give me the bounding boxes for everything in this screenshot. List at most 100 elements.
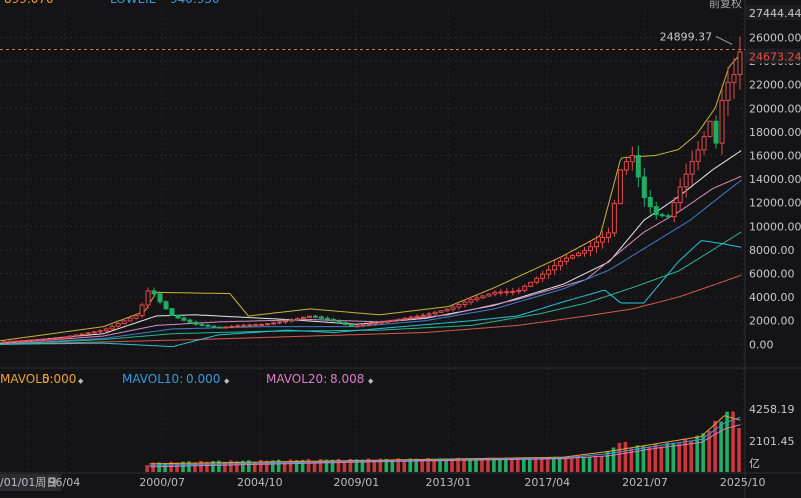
candle-body[interactable] [671,202,677,218]
candle-body[interactable] [61,336,67,339]
candle-body[interactable] [133,315,139,319]
volume-bar[interactable] [199,460,203,472]
volume-bar[interactable] [492,458,496,472]
candle-body[interactable] [599,237,605,243]
candle-body[interactable] [623,161,629,171]
volume-bar[interactable] [432,459,436,472]
candle-body[interactable] [306,315,312,318]
candle-body[interactable] [20,340,26,343]
candle-body[interactable] [498,291,504,294]
candle-body[interactable] [181,317,187,321]
candle-body[interactable] [175,314,181,319]
candle-body[interactable] [546,269,552,275]
candle-body[interactable] [103,328,109,332]
candle-body[interactable] [558,260,564,267]
volume-bar[interactable] [474,458,478,472]
candle-body[interactable] [486,293,492,297]
candle-body[interactable] [277,321,283,324]
candle-body[interactable] [564,257,570,262]
candle-body[interactable] [85,332,91,335]
volume-bar[interactable] [629,448,634,472]
candle-body[interactable] [725,81,731,101]
volume-bar[interactable] [157,462,161,472]
candle-body[interactable] [540,273,546,279]
candle-body[interactable] [438,310,444,313]
volume-bar[interactable] [527,457,532,472]
candle-body[interactable] [677,186,683,204]
volume-bar[interactable] [294,460,299,472]
volume-bar[interactable] [181,461,185,472]
volume-bar[interactable] [420,459,424,472]
candle-body[interactable] [235,325,241,328]
candle-body[interactable] [318,316,324,319]
volume-bar[interactable] [438,458,442,472]
volume-bar[interactable] [366,458,371,472]
candle-body[interactable] [253,324,259,327]
candle-body[interactable] [516,289,522,292]
candle-body[interactable] [372,322,378,325]
volume-bar[interactable] [521,458,526,472]
volume-bar[interactable] [235,461,239,472]
volume-bar[interactable] [486,457,490,472]
candle-body[interactable] [211,325,217,328]
volume-bar[interactable] [707,430,711,472]
candle-body[interactable] [582,250,588,254]
candle-body[interactable] [247,324,253,327]
candle-body[interactable] [378,321,384,324]
volume-bar[interactable] [504,457,508,472]
volume-bar[interactable] [306,459,311,472]
candle-body[interactable] [534,277,540,283]
candle-body[interactable] [205,324,211,327]
volume-bar[interactable] [336,458,341,472]
volume-bar[interactable] [163,462,167,472]
candle-body[interactable] [617,169,623,205]
volume-bar[interactable] [605,450,610,472]
candle-body[interactable] [552,265,558,271]
candle-body[interactable] [731,74,737,83]
volume-bar[interactable] [241,460,245,472]
candle-body[interactable] [665,215,671,218]
candle-body[interactable] [366,323,372,326]
candle-body[interactable] [719,99,725,144]
volume-bar[interactable] [581,457,586,472]
volume-bar[interactable] [480,459,484,472]
candle-body[interactable] [360,324,366,327]
volume-bar[interactable] [408,458,413,472]
candle-body[interactable] [342,322,348,326]
volume-bar[interactable] [635,445,640,472]
candle-body[interactable] [474,297,480,301]
candle-body[interactable] [259,323,265,326]
candle-body[interactable] [713,120,719,144]
volume-bar[interactable] [551,457,556,472]
candle-body[interactable] [510,290,516,293]
candle-body[interactable] [115,323,121,327]
candle-body[interactable] [420,314,426,317]
volume-bar[interactable] [426,458,430,472]
candle-body[interactable] [384,320,390,323]
candle-body[interactable] [37,338,43,341]
volume-bar[interactable] [593,455,598,472]
volume-bar[interactable] [677,443,682,472]
candle-body[interactable] [26,339,32,342]
volume-bar[interactable] [264,460,269,472]
volume-bar[interactable] [623,441,628,472]
candle-body[interactable] [653,206,659,216]
volume-bar[interactable] [390,459,395,472]
candle-body[interactable] [408,316,414,319]
volume-bar[interactable] [229,460,233,472]
volume-bar[interactable] [563,456,568,472]
volume-bar[interactable] [223,461,227,472]
candle-body[interactable] [707,120,713,138]
candle-body[interactable] [265,323,271,326]
candle-body[interactable] [163,301,169,310]
volume-bar[interactable] [659,446,664,472]
candle-body[interactable] [414,315,420,318]
volume-bar[interactable] [498,458,502,472]
volume-bar[interactable] [671,442,676,472]
volume-bar[interactable] [450,459,454,472]
candle-body[interactable] [426,313,432,316]
candle-body[interactable] [79,333,85,336]
candle-body[interactable] [223,326,229,329]
candle-body[interactable] [611,203,617,234]
candle-body[interactable] [187,319,193,323]
